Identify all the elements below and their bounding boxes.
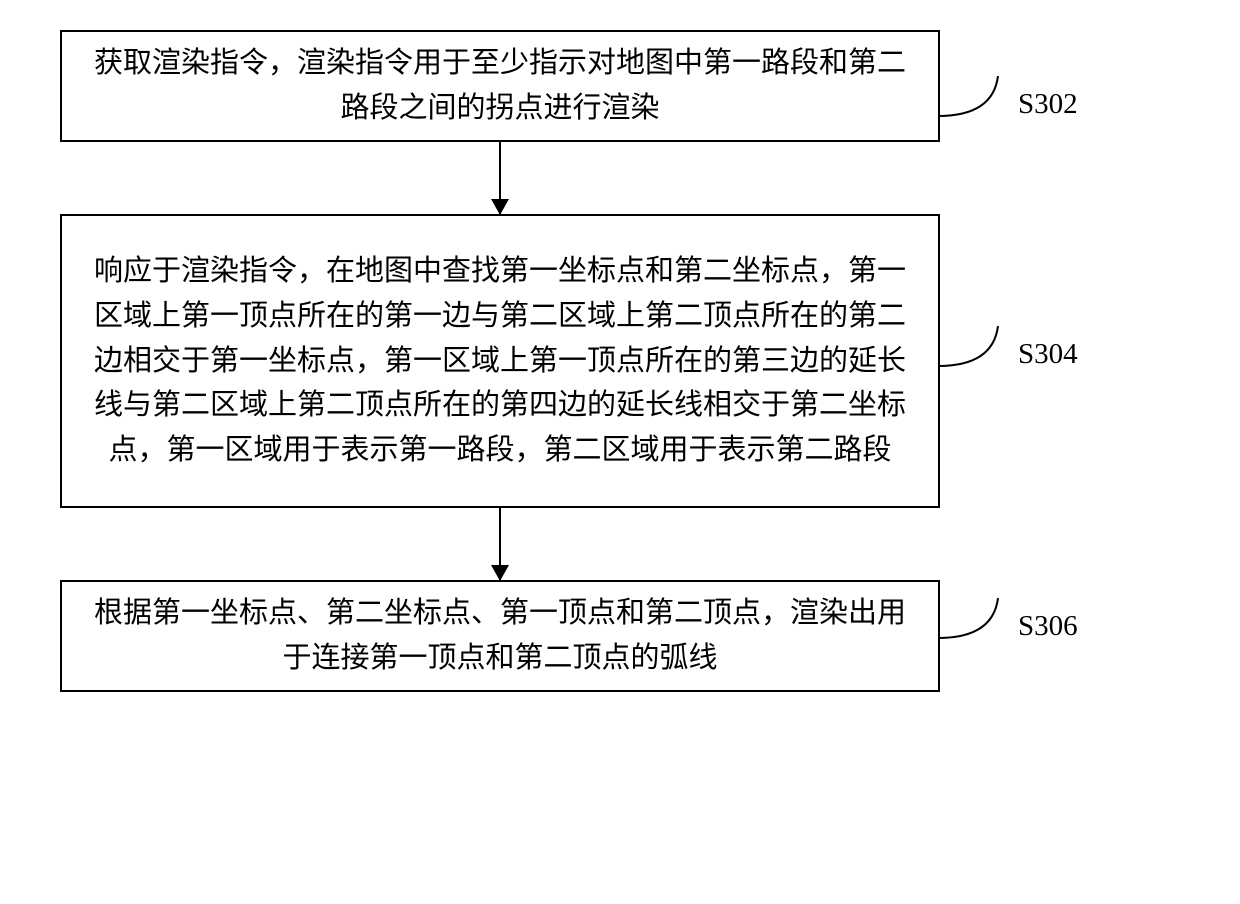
step-3-label: S306	[1018, 610, 1078, 643]
step-1-label: S302	[1018, 88, 1078, 121]
arrow-1	[499, 142, 501, 214]
step-2-text: 响应于渲染指令，在地图中查找第一坐标点和第二坐标点，第一区域上第一顶点所在的第一…	[90, 249, 910, 474]
arrow-1-container	[60, 142, 940, 214]
step-2-label: S304	[1018, 338, 1078, 371]
arrow-2	[499, 508, 501, 580]
step-1-text: 获取渲染指令，渲染指令用于至少指示对地图中第一路段和第二路段之间的拐点进行渲染	[90, 41, 910, 131]
flowchart-step-1: 获取渲染指令，渲染指令用于至少指示对地图中第一路段和第二路段之间的拐点进行渲染	[60, 30, 940, 142]
arrow-2-container	[60, 508, 940, 580]
flowchart-container: 获取渲染指令，渲染指令用于至少指示对地图中第一路段和第二路段之间的拐点进行渲染 …	[60, 30, 1180, 692]
flowchart-step-3: 根据第一坐标点、第二坐标点、第一顶点和第二顶点，渲染出用于连接第一顶点和第二顶点…	[60, 580, 940, 692]
flowchart-step-2: 响应于渲染指令，在地图中查找第一坐标点和第二坐标点，第一区域上第一顶点所在的第一…	[60, 214, 940, 508]
step-3-text: 根据第一坐标点、第二坐标点、第一顶点和第二顶点，渲染出用于连接第一顶点和第二顶点…	[90, 591, 910, 681]
